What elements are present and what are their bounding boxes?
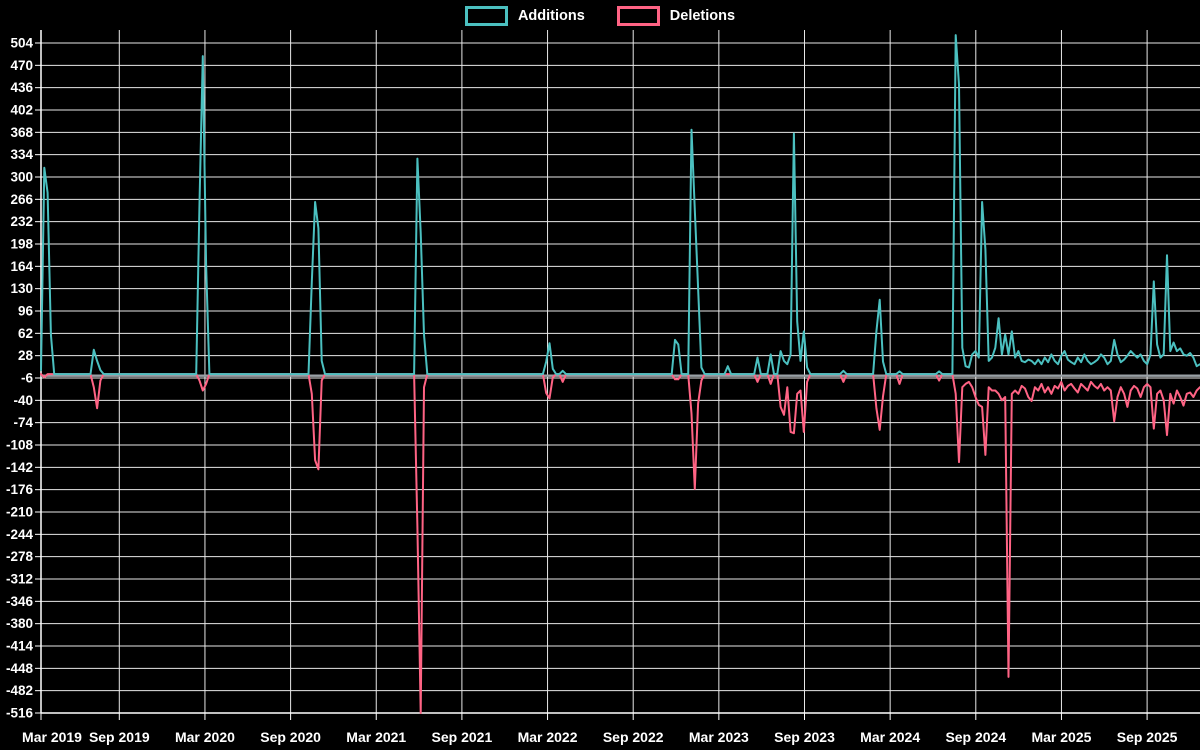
svg-text:Sep 2020: Sep 2020 [260, 729, 321, 745]
svg-text:232: 232 [10, 214, 33, 229]
svg-text:Sep 2019: Sep 2019 [89, 729, 150, 745]
legend-label-additions: Additions [517, 8, 585, 24]
svg-text:Mar 2022: Mar 2022 [518, 729, 578, 745]
svg-text:-176: -176 [6, 482, 34, 497]
svg-text:368: 368 [10, 125, 33, 140]
svg-text:-312: -312 [6, 572, 33, 587]
svg-text:-414: -414 [6, 639, 34, 654]
svg-text:-278: -278 [6, 549, 34, 564]
svg-text:28: 28 [18, 348, 34, 363]
svg-text:-142: -142 [6, 460, 33, 475]
legend-label-deletions: Deletions [669, 8, 736, 24]
svg-text:Sep 2022: Sep 2022 [603, 729, 664, 745]
svg-text:504: 504 [10, 36, 33, 51]
svg-text:164: 164 [10, 259, 33, 274]
deletions-swatch-icon [616, 6, 660, 26]
svg-text:Mar 2020: Mar 2020 [175, 729, 235, 745]
legend-item-additions[interactable]: Additions [464, 6, 585, 26]
svg-text:334: 334 [10, 147, 33, 162]
svg-text:Sep 2021: Sep 2021 [432, 729, 493, 745]
svg-text:470: 470 [10, 58, 33, 73]
svg-text:-108: -108 [6, 438, 34, 453]
svg-text:266: 266 [10, 192, 33, 207]
svg-text:Sep 2024: Sep 2024 [945, 729, 1006, 745]
svg-text:Mar 2019: Mar 2019 [22, 729, 82, 745]
svg-text:Mar 2023: Mar 2023 [689, 729, 749, 745]
svg-text:Sep 2023: Sep 2023 [774, 729, 835, 745]
svg-text:Mar 2021: Mar 2021 [346, 729, 406, 745]
svg-text:300: 300 [10, 170, 33, 185]
svg-text:62: 62 [18, 326, 33, 341]
svg-text:-6: -6 [21, 371, 33, 386]
svg-text:Sep 2025: Sep 2025 [1117, 729, 1178, 745]
svg-text:436: 436 [10, 80, 33, 95]
svg-text:96: 96 [18, 304, 34, 319]
svg-text:-448: -448 [6, 661, 34, 676]
svg-text:Mar 2024: Mar 2024 [860, 729, 920, 745]
svg-text:-74: -74 [13, 415, 33, 430]
svg-text:-482: -482 [6, 683, 33, 698]
svg-text:-346: -346 [6, 594, 34, 609]
svg-text:-40: -40 [13, 393, 33, 408]
svg-text:Mar 2025: Mar 2025 [1031, 729, 1091, 745]
chart-legend: Additions Deletions [0, 6, 1200, 26]
additions-swatch-icon [464, 6, 508, 26]
legend-item-deletions[interactable]: Deletions [616, 6, 736, 26]
svg-text:-244: -244 [6, 527, 34, 542]
svg-text:198: 198 [10, 237, 33, 252]
svg-text:-210: -210 [6, 505, 33, 520]
svg-text:402: 402 [10, 103, 33, 118]
svg-text:-516: -516 [6, 706, 34, 721]
svg-text:130: 130 [10, 281, 33, 296]
svg-text:-380: -380 [6, 616, 33, 631]
